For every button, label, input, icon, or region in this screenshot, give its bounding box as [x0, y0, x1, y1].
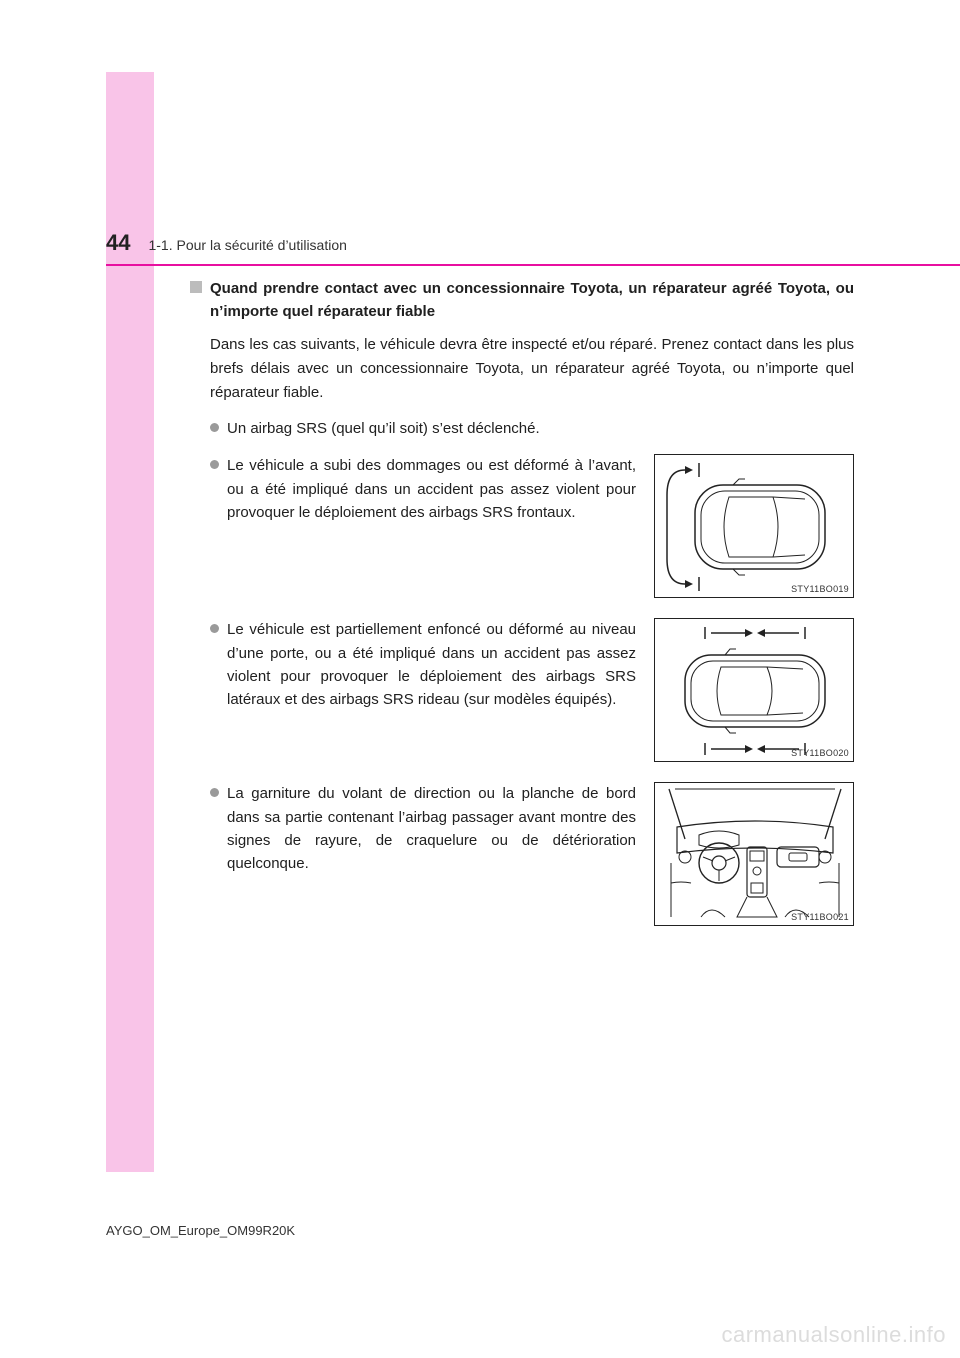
heading-row: Quand prendre contact avec un concession…	[190, 278, 854, 323]
bullet-text: La garniture du volant de direction ou l…	[227, 782, 636, 875]
bullet-dot-icon	[210, 460, 219, 469]
list-item: La garniture du volant de direction ou l…	[210, 782, 854, 926]
footer-doc-id: AYGO_OM_Europe_OM99R20K	[106, 1223, 295, 1238]
list-item: Le véhicule a subi des dommages ou est d…	[210, 454, 854, 598]
car-top-side-impact-icon	[655, 619, 855, 763]
bullet-text: Un airbag SRS (quel qu’il soit) s’est dé…	[227, 417, 540, 440]
section-header: 1-1. Pour la sécurité d’utilisation	[148, 237, 346, 253]
body-content: Quand prendre contact avec un concession…	[190, 278, 854, 946]
figure-side-impact: STY11BO020	[654, 618, 854, 762]
figure-caption: STY11BO019	[791, 584, 849, 594]
figure-front-impact: STY11BO019	[654, 454, 854, 598]
dashboard-icon	[655, 783, 855, 927]
list-item: Le véhicule est partiellement enfoncé ou…	[210, 618, 854, 762]
intro-paragraph: Dans les cas suivants, le véhicule devra…	[210, 333, 854, 405]
bullet-dot-icon	[210, 423, 219, 432]
bullet-text: Le véhicule a subi des dommages ou est d…	[227, 454, 636, 524]
bullet-dot-icon	[210, 624, 219, 633]
heading-text: Quand prendre contact avec un concession…	[210, 278, 854, 323]
bullet-text: Le véhicule est partiellement enfoncé ou…	[227, 618, 636, 711]
bullet-text-col: Un airbag SRS (quel qu’il soit) s’est dé…	[210, 417, 854, 440]
page-number: 44	[106, 230, 130, 256]
bullet-text-col: Le véhicule a subi des dommages ou est d…	[210, 454, 636, 524]
bullet-list: Un airbag SRS (quel qu’il soit) s’est dé…	[210, 417, 854, 926]
page: 44 1-1. Pour la sécurité d’utilisation Q…	[0, 0, 960, 1358]
bullet-dot-icon	[210, 788, 219, 797]
car-top-front-impact-icon	[655, 455, 855, 599]
figure-dashboard: STY11BO021	[654, 782, 854, 926]
watermark: carmanualsonline.info	[721, 1322, 946, 1348]
bullet-text-col: Le véhicule est partiellement enfoncé ou…	[210, 618, 636, 711]
figure-caption: STY11BO021	[791, 912, 849, 922]
header-hairline	[106, 264, 960, 266]
bullet-text-col: La garniture du volant de direction ou l…	[210, 782, 636, 875]
page-header: 44 1-1. Pour la sécurité d’utilisation	[106, 230, 854, 256]
list-item: Un airbag SRS (quel qu’il soit) s’est dé…	[210, 417, 854, 440]
square-bullet-icon	[190, 281, 202, 293]
figure-caption: STY11BO020	[791, 748, 849, 758]
